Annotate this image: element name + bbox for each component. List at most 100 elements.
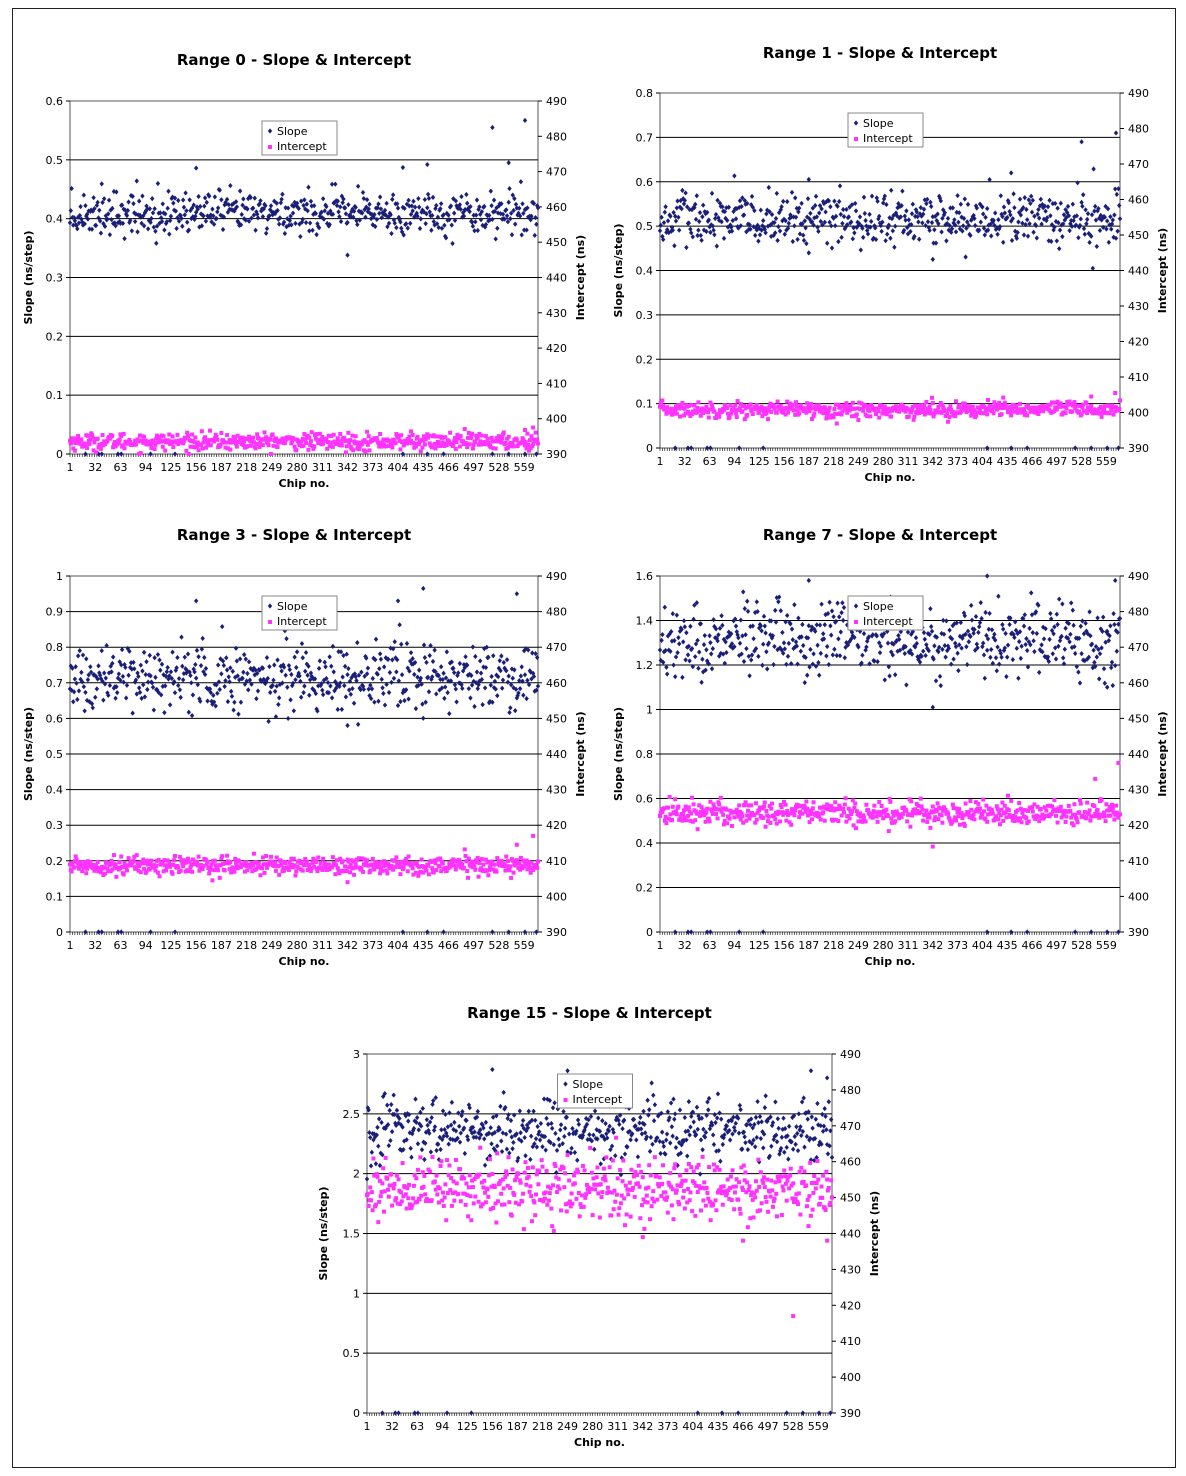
intercept-point [199, 429, 204, 434]
intercept-point [410, 866, 415, 871]
intercept-point [834, 421, 839, 426]
slope-point [516, 210, 521, 216]
slope-point [193, 598, 199, 604]
intercept-point [1012, 409, 1017, 414]
intercept-point [1081, 402, 1086, 407]
slope-point [282, 230, 288, 237]
intercept-point [816, 405, 821, 410]
y2-tick-label: 410 [1128, 371, 1149, 384]
slope-point [943, 654, 948, 660]
slope-point [226, 202, 231, 208]
slope-point [373, 223, 378, 230]
slope-point [1053, 200, 1058, 207]
y-tick-label: 0.6 [636, 793, 654, 806]
slope-point [841, 617, 846, 624]
slope-point [534, 929, 539, 935]
intercept-point [907, 407, 912, 412]
slope-point [1087, 239, 1092, 246]
slope-point [93, 222, 99, 229]
slope-point [363, 653, 368, 660]
intercept-point [242, 869, 247, 874]
slope-point [210, 206, 215, 212]
intercept-point [347, 441, 352, 446]
intercept-point [95, 860, 100, 865]
slope-point [277, 681, 283, 688]
y-tick-label: 1.6 [636, 570, 654, 583]
slope-point [956, 667, 961, 674]
intercept-point [809, 401, 814, 406]
intercept-point [453, 446, 458, 451]
slope-point [145, 226, 151, 232]
slope-point [267, 213, 272, 219]
slope-point [164, 669, 170, 675]
slope-point [216, 679, 222, 685]
slope-point [402, 698, 407, 704]
intercept-point [140, 861, 145, 866]
slope-point [221, 214, 227, 220]
slope-point [412, 659, 418, 666]
intercept-point [387, 438, 392, 443]
intercept-point [686, 404, 691, 409]
slope-point [429, 212, 435, 219]
slope-point [379, 215, 384, 221]
slope-point [840, 220, 845, 227]
slope-point [176, 197, 181, 204]
intercept-point [742, 417, 747, 422]
x-axis-label: Chip no. [865, 471, 916, 484]
slope-point [760, 662, 765, 668]
slope-point [499, 201, 504, 207]
slope-point [701, 202, 706, 208]
slope-point [517, 686, 523, 692]
intercept-point [1026, 403, 1030, 408]
intercept-point [317, 431, 322, 436]
slope-point [429, 227, 434, 233]
slope-point [793, 195, 798, 201]
intercept-point [370, 856, 375, 861]
slope-point [183, 190, 188, 196]
intercept-point [347, 870, 352, 875]
slope-point [136, 198, 142, 204]
slope-point [927, 227, 932, 234]
intercept-point [351, 448, 356, 453]
intercept-point [889, 414, 894, 419]
intercept-point [1109, 408, 1114, 413]
slope-point [446, 212, 451, 218]
slope-point [120, 673, 126, 680]
intercept-point [913, 403, 918, 408]
intercept-point [234, 444, 239, 449]
slope-point [361, 195, 367, 202]
slope-point [479, 676, 485, 683]
intercept-point [260, 443, 265, 448]
intercept-point [1052, 409, 1057, 414]
intercept-point [290, 439, 295, 444]
slope-point [110, 205, 115, 211]
slope-point [799, 200, 804, 206]
intercept-point [251, 435, 256, 440]
slope-point [347, 678, 353, 684]
intercept-point [661, 403, 666, 408]
slope-point [420, 701, 425, 707]
slope-point [950, 205, 955, 211]
slope-point [376, 698, 381, 704]
slope-point [324, 675, 329, 682]
slope-point [331, 669, 336, 675]
intercept-point [1084, 401, 1089, 406]
intercept-point [1117, 406, 1122, 411]
slope-point [1008, 212, 1013, 218]
intercept-point [204, 862, 209, 867]
slope-point [417, 225, 423, 232]
slope-point [960, 228, 965, 234]
slope-point [861, 630, 867, 637]
y-tick-label: 0.8 [46, 641, 64, 654]
slope-point [919, 213, 924, 219]
slope-point [662, 209, 667, 215]
slope-point [145, 686, 150, 693]
intercept-point [683, 411, 688, 416]
slope-point [742, 606, 747, 612]
intercept-point [114, 874, 119, 879]
intercept-point [91, 448, 96, 453]
intercept-point [269, 452, 274, 456]
slope-point [170, 649, 175, 655]
slope-point [467, 209, 472, 215]
intercept-point [148, 442, 153, 447]
